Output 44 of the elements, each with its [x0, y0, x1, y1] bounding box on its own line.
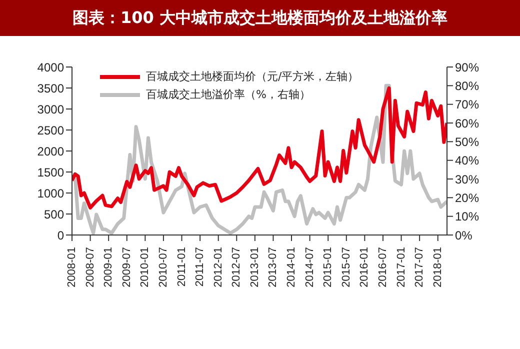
- x-tick-label: 2008-01: [66, 247, 78, 288]
- x-tick-label: 2011-07: [194, 247, 206, 287]
- x-tick-label: 2010-07: [157, 247, 170, 288]
- y2-tick-label: 50%: [455, 134, 480, 149]
- x-tick-label: 2009-07: [120, 247, 133, 288]
- line-series: [72, 86, 447, 210]
- y2-tick-label: 70%: [455, 98, 480, 112]
- y-tick-label: 2000: [37, 144, 64, 158]
- x-tick-label: 2016-01: [358, 247, 371, 288]
- y-tick-label: 1000: [37, 186, 64, 200]
- x-tick-label: 2017-07: [414, 247, 426, 288]
- y-tick-label: 1500: [37, 165, 64, 180]
- y2-tick-label: 40%: [455, 154, 480, 168]
- y-tick-label: 3000: [37, 102, 64, 116]
- y-tick-label: 3500: [37, 81, 64, 96]
- chart-title: 图表：100 大中城市成交土地楼面均价及土地溢价率: [0, 0, 520, 36]
- y-tick-label: 500: [44, 207, 64, 222]
- x-tick-label: 2012-01: [212, 247, 224, 288]
- x-tick-label: 2010-01: [139, 247, 152, 288]
- y-tick-label: 0: [57, 228, 64, 242]
- y2-tick-label: 10%: [455, 210, 480, 224]
- x-tick-label: 2018-01: [432, 247, 444, 288]
- x-tick-label: 2009-01: [102, 247, 115, 288]
- y2-tick-label: 20%: [455, 190, 480, 205]
- y2-tick-label: 60%: [455, 116, 480, 130]
- x-tick-label: 2014-07: [304, 247, 316, 288]
- y2-tick-label: 30%: [455, 172, 480, 186]
- y2-tick-label: 90%: [455, 60, 480, 74]
- x-tick-label: 2013-07: [267, 247, 280, 288]
- y-tick-label: 4000: [37, 60, 64, 74]
- x-tick-label: 2011-01: [176, 247, 188, 287]
- y-tick-label: 2500: [37, 123, 64, 138]
- x-tick-label: 2014-01: [286, 247, 298, 288]
- x-tick-label: 2008-07: [84, 247, 96, 288]
- x-tick-label: 2013-01: [248, 247, 261, 288]
- legend-label: 百城成交土地溢价率（%，右轴）: [146, 87, 310, 103]
- x-tick-label: 2016-07: [376, 247, 389, 288]
- x-tick-label: 2017-01: [395, 247, 408, 288]
- y2-tick-label: 0%: [455, 228, 473, 242]
- legend-label: 百城成交土地楼面均价（元/平方米，左轴）: [146, 69, 359, 85]
- y2-tick-label: 80%: [455, 78, 480, 93]
- x-tick-label: 2015-01: [322, 247, 334, 288]
- x-tick-label: 2015-07: [340, 247, 352, 288]
- x-tick-label: 2012-07: [230, 247, 243, 288]
